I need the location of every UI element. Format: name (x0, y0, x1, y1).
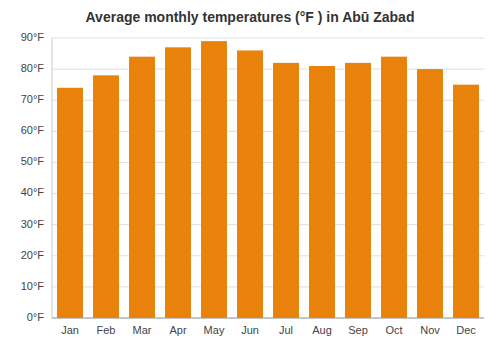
grid-line (52, 318, 484, 319)
bar (381, 57, 407, 318)
x-tick-label: Apr (169, 324, 186, 336)
x-tick-label: Feb (97, 324, 116, 336)
y-axis: 0°F 10°F 20°F 30°F 40°F 50°F 60°F 70°F 80°F 90°F (21, 31, 52, 323)
x-tick-label: Sep (348, 324, 368, 336)
x-tick-label: Jun (241, 324, 259, 336)
y-tick-label: 80°F (21, 62, 45, 74)
bar (273, 63, 299, 318)
chart-title: Average monthly temperatures (°F ) in Ab… (86, 9, 415, 25)
bar (129, 57, 155, 318)
bar (309, 66, 335, 318)
y-tick-label: 0°F (27, 311, 45, 323)
y-tick-label: 10°F (21, 280, 45, 292)
x-tick-label: Jul (279, 324, 293, 336)
y-tick-label: 40°F (21, 186, 45, 198)
y-tick-label: 50°F (21, 155, 45, 167)
x-tick-label: Nov (420, 324, 440, 336)
x-tick-label: Jan (61, 324, 79, 336)
bar (345, 63, 371, 318)
x-tick-label: May (204, 324, 225, 336)
x-axis: Jan Feb Mar Apr May Jun Jul Aug Sep Oct Nov Dec (52, 318, 484, 336)
x-tick-label: Mar (133, 324, 152, 336)
y-tick-label: 70°F (21, 93, 45, 105)
grid-line (52, 38, 484, 39)
y-axis-line (52, 38, 53, 318)
y-tick-label: 90°F (21, 31, 45, 43)
bar (93, 75, 119, 318)
y-tick-label: 30°F (21, 218, 45, 230)
x-tick-label: Aug (312, 324, 332, 336)
chart-container: 0°F 10°F 20°F 30°F 40°F 50°F 60°F 70°F 80°F 90°F J… (0, 0, 500, 350)
bar (417, 69, 443, 318)
grid (52, 38, 484, 318)
y-tick-label: 20°F (21, 249, 45, 261)
bar (201, 41, 227, 318)
bar (57, 88, 83, 318)
bars (57, 41, 479, 318)
chart-svg: 0°F 10°F 20°F 30°F 40°F 50°F 60°F 70°F 80°F 90°F J… (0, 0, 500, 350)
y-tick-label: 60°F (21, 124, 45, 136)
bar (165, 47, 191, 318)
x-axis-line (52, 318, 484, 319)
x-tick-label: Dec (456, 324, 476, 336)
x-tick-label: Oct (385, 324, 402, 336)
bar (453, 85, 479, 318)
bar (237, 50, 263, 318)
